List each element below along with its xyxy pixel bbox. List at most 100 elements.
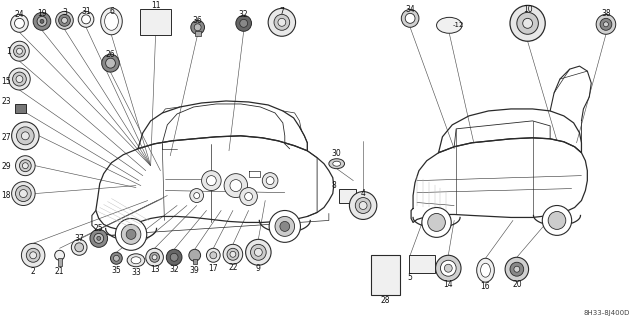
- Circle shape: [90, 229, 108, 247]
- Circle shape: [21, 243, 45, 267]
- Circle shape: [33, 12, 51, 30]
- Bar: [371, 255, 401, 295]
- Circle shape: [194, 193, 200, 198]
- Text: 21: 21: [55, 267, 65, 276]
- Circle shape: [224, 174, 248, 197]
- Circle shape: [604, 22, 609, 27]
- Circle shape: [152, 255, 157, 260]
- Circle shape: [94, 234, 104, 243]
- Circle shape: [26, 248, 40, 262]
- Circle shape: [236, 15, 252, 31]
- Circle shape: [250, 244, 266, 260]
- Text: 14: 14: [444, 280, 453, 289]
- Text: 29: 29: [1, 162, 11, 171]
- Ellipse shape: [477, 258, 494, 282]
- Circle shape: [255, 248, 262, 256]
- Circle shape: [15, 156, 35, 176]
- Text: 3: 3: [62, 8, 67, 17]
- Circle shape: [240, 188, 257, 205]
- Circle shape: [275, 217, 294, 236]
- Circle shape: [244, 193, 253, 201]
- Circle shape: [523, 19, 532, 28]
- Text: 31: 31: [81, 7, 91, 16]
- Circle shape: [12, 122, 39, 150]
- Circle shape: [189, 249, 200, 261]
- Circle shape: [223, 244, 243, 264]
- Ellipse shape: [100, 8, 122, 35]
- Text: 36: 36: [193, 16, 202, 25]
- Circle shape: [405, 13, 415, 23]
- Circle shape: [227, 248, 239, 260]
- Circle shape: [19, 160, 31, 172]
- Circle shape: [401, 9, 419, 27]
- Circle shape: [207, 176, 216, 186]
- Bar: [15, 104, 26, 113]
- Bar: [409, 255, 435, 273]
- Circle shape: [262, 173, 278, 189]
- Circle shape: [19, 189, 28, 197]
- Circle shape: [37, 16, 47, 26]
- Text: 20: 20: [512, 280, 522, 289]
- Circle shape: [17, 127, 34, 145]
- Circle shape: [207, 248, 220, 262]
- Circle shape: [29, 252, 36, 259]
- Text: 8H33-8J400D: 8H33-8J400D: [584, 310, 630, 316]
- Circle shape: [542, 205, 572, 235]
- Text: 24: 24: [15, 10, 24, 19]
- Circle shape: [240, 19, 248, 27]
- Circle shape: [230, 251, 236, 257]
- Circle shape: [278, 19, 286, 26]
- Circle shape: [505, 257, 529, 281]
- Circle shape: [75, 243, 84, 252]
- Text: 17: 17: [209, 264, 218, 273]
- Text: 25: 25: [94, 224, 104, 233]
- Circle shape: [97, 236, 100, 240]
- Bar: [193, 259, 196, 264]
- Circle shape: [355, 197, 371, 213]
- Circle shape: [12, 182, 35, 205]
- Circle shape: [71, 239, 87, 255]
- Circle shape: [440, 260, 456, 276]
- Circle shape: [202, 171, 221, 190]
- Circle shape: [102, 54, 119, 72]
- Circle shape: [40, 19, 44, 23]
- Circle shape: [436, 255, 461, 281]
- Circle shape: [600, 19, 612, 30]
- Ellipse shape: [481, 263, 490, 277]
- Text: 10: 10: [523, 5, 532, 14]
- Circle shape: [269, 211, 300, 242]
- Circle shape: [56, 11, 74, 29]
- Circle shape: [82, 15, 90, 24]
- Text: 19: 19: [37, 9, 47, 18]
- Text: 9: 9: [256, 264, 260, 273]
- Circle shape: [230, 180, 242, 192]
- Circle shape: [146, 248, 163, 266]
- Circle shape: [422, 207, 451, 237]
- Bar: [339, 189, 356, 203]
- Text: 2: 2: [31, 267, 36, 276]
- Circle shape: [13, 45, 26, 57]
- Circle shape: [11, 14, 28, 32]
- Circle shape: [246, 239, 271, 265]
- Circle shape: [349, 192, 377, 219]
- Circle shape: [266, 177, 274, 185]
- Circle shape: [514, 266, 520, 272]
- Circle shape: [10, 41, 29, 61]
- Text: 27: 27: [1, 133, 11, 142]
- Text: 15: 15: [1, 77, 11, 85]
- Circle shape: [359, 202, 367, 210]
- Circle shape: [21, 132, 29, 140]
- Text: 35: 35: [111, 266, 121, 275]
- Text: 22: 22: [228, 263, 237, 272]
- Ellipse shape: [104, 12, 118, 30]
- Circle shape: [596, 14, 616, 34]
- Circle shape: [268, 8, 296, 36]
- Circle shape: [166, 249, 182, 265]
- Circle shape: [61, 17, 67, 23]
- Circle shape: [126, 229, 136, 239]
- Ellipse shape: [333, 161, 340, 166]
- Text: 1: 1: [6, 47, 11, 56]
- Text: 7: 7: [280, 7, 284, 16]
- Text: 13: 13: [150, 265, 159, 274]
- Text: 28: 28: [381, 296, 390, 305]
